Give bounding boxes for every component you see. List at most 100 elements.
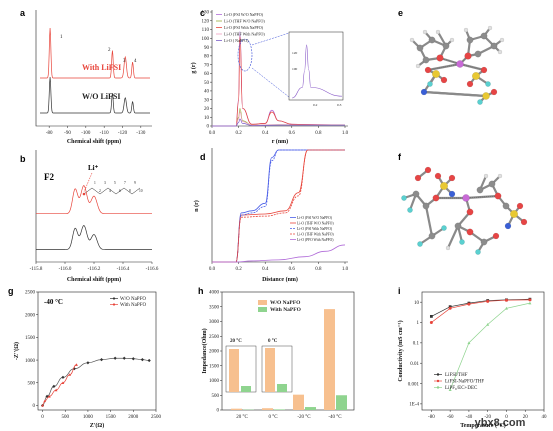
panel-i-ytick: 0.1 (413, 342, 420, 347)
panel-c-xtick: 1.0 (342, 131, 349, 136)
panel-g-legend-marker (112, 297, 116, 300)
panel-i-series-line (431, 299, 530, 323)
panel-d-xtick: 0.0 (209, 267, 216, 272)
panel-h-bar (231, 408, 242, 410)
panel-i-ytick: 0.001 (408, 382, 420, 387)
molecule-atom (497, 49, 503, 55)
panel-a-peak-label: 2 (108, 48, 111, 53)
panel-b-xtick: -115.8 (30, 267, 43, 272)
panel-h-bar (274, 409, 285, 410)
panel-h-xtick: 20 °C (236, 415, 248, 420)
panel-a-peak-label: 1 (60, 35, 63, 40)
panel-g-legend-label: With NaPFO (120, 303, 146, 308)
panel-e-label: e (398, 8, 403, 18)
panel-g-point (48, 394, 51, 398)
molecule-atom (454, 222, 462, 230)
panel-i-legend-marker (436, 373, 440, 376)
panel-b-atom-number: 6 (119, 189, 121, 193)
molecule-atom (475, 249, 481, 255)
panel-i-series-line (431, 298, 530, 317)
panel-c-inset-series (291, 44, 343, 99)
molecule-atom (482, 92, 490, 100)
panel-c-ytick: 30 (204, 98, 210, 103)
panel-a-xtick: -100 (81, 131, 91, 136)
panel-g: g 0 500 1000 1500 2000 2500 0 500 1000 1500 2000 2… (8, 286, 162, 429)
panel-b-atom-number: 5 (114, 181, 116, 185)
panel-i-point (504, 306, 508, 310)
panel-a-label: a (20, 8, 26, 18)
panel-f: f (398, 152, 528, 255)
panel-h-bar (336, 395, 347, 410)
panel-b-xlabel: Chemical shift (ppm) (67, 276, 121, 283)
panel-c-ytick: 10 (204, 116, 210, 121)
panel-c-legend-label: Li-O (THF With NaPFO) (224, 32, 265, 37)
panel-i-ylabel: Conductivity (mS cm⁻¹) (397, 320, 404, 381)
panel-b-atom-number: 3 (104, 181, 106, 185)
panel-g-point (86, 361, 90, 365)
panel-g-ytick: 1000 (25, 359, 36, 364)
panel-a-peak-label: 4 (134, 59, 137, 64)
panel-b-ion-link (83, 172, 93, 193)
panel-g-point (140, 358, 144, 362)
panel-d-xtick: 1.0 (342, 267, 349, 272)
panel-c-ytick: 110 (202, 28, 210, 33)
panel-i-label: i (398, 286, 401, 296)
panel-c-ytick: 0 (207, 125, 210, 130)
molecule-atom (427, 81, 433, 87)
molecule-atom (448, 174, 456, 182)
panel-c-ytick: 90 (204, 46, 210, 51)
panel-g-point (43, 399, 47, 403)
panel-i-xtick: -80 (428, 415, 435, 420)
panel-c-xlabel: r (nm) (272, 138, 288, 145)
panel-a-trace-with-lifsi (40, 27, 150, 79)
panel-c-ytick: 40 (204, 90, 210, 95)
molecule-atom (428, 232, 436, 240)
panel-c-ytick: 80 (204, 55, 210, 60)
watermark: ybx8.com (475, 417, 526, 429)
molecule-atom (463, 27, 469, 33)
panel-g-point (72, 367, 76, 371)
panel-g-point (61, 375, 65, 379)
molecule-atom (494, 192, 502, 200)
panel-g-xtick: 500 (61, 415, 69, 420)
panel-b-atom-number: 7 (124, 181, 126, 185)
panel-b-xtick: -116.2 (88, 267, 101, 272)
molecule-atom (480, 32, 488, 40)
panel-d-xtick: 0.2 (235, 267, 242, 272)
panel-i-point (448, 305, 452, 309)
panel-d-ylabel: n (r) (193, 200, 200, 212)
molecule-atom (466, 228, 474, 236)
panel-g-ytick: 2500 (25, 291, 36, 296)
panel-a-xlabel: Chemical shift (ppm) (67, 138, 121, 145)
panel-a-trace-without-lifsi (40, 76, 150, 114)
panel-c-ytick: 100 (202, 37, 210, 42)
panel-h-ytick: 3000 (209, 320, 220, 325)
panel-c-legend-label: Li-O (THF W/O NaPFO) (224, 19, 265, 24)
panel-b-atom-number: 9 (134, 181, 136, 185)
molecule-atom (409, 37, 415, 43)
panel-f-molecule-render (401, 166, 528, 255)
panel-d-legend-label: Li-O (THF W/O NaPFO) (297, 222, 334, 226)
panel-h-ytick: 1000 (209, 379, 220, 384)
molecule-atom (480, 66, 488, 74)
panel-c-xtick: 0.2 (235, 131, 242, 136)
panel-b-atom-number: 10 (139, 189, 143, 193)
panel-i-ytick: 10 (414, 301, 420, 306)
panel-b-atom-number: 2 (99, 189, 101, 193)
panel-i-xtick: 20 (523, 415, 529, 420)
panel-c-zoom-ellipse (237, 38, 253, 72)
molecule-bond (446, 224, 460, 250)
panel-b-trace-without-lifsi (36, 225, 152, 250)
panel-g-point (54, 388, 58, 392)
panel-b-ion-label: Li⁺ (88, 164, 99, 172)
panel-b-xtick: -116.6 (146, 267, 159, 272)
panel-d-legend-label: Li-O (FSI With NaPFO) (297, 227, 333, 231)
panel-c-legend-label: Li-O (FSI W/O NaPFO) (224, 12, 264, 17)
panel-h-ytick: 2500 (209, 335, 220, 340)
panel-i-point (528, 298, 532, 302)
panel-i-ytick: 1E-4 (409, 403, 419, 408)
molecule-atom (466, 80, 474, 88)
molecule-atom (416, 44, 424, 52)
panel-i-point (448, 388, 452, 391)
